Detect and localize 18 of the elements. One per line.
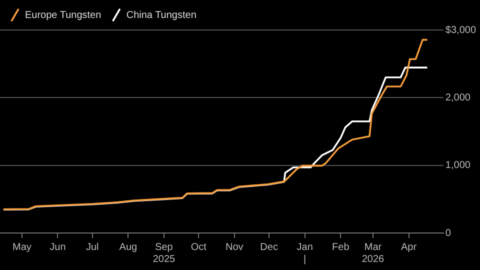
x-tick-label: Oct <box>190 242 207 253</box>
x-tick-label: Dec <box>260 242 278 253</box>
y-tick-label: 0 <box>445 228 452 239</box>
x-tick-label: Nov <box>226 242 244 253</box>
y-tick-label: 1,000 <box>445 160 471 172</box>
x-tick-label: Mar 2026 <box>362 242 385 265</box>
legend-label: Europe Tungsten <box>25 10 102 21</box>
x-tick-label: Apr <box>400 242 418 253</box>
x-tick-label: Jul <box>86 242 99 253</box>
y-tick-label: $3,000 <box>445 24 476 36</box>
x-tick-label: Sep 2025 <box>152 242 176 265</box>
y-tick-label: 2,000 <box>445 92 471 104</box>
x-tick-label: Jan | <box>296 242 313 265</box>
x-tick-label: May <box>12 242 32 253</box>
legend-label: China Tungsten <box>126 10 196 21</box>
x-tick-label: Jun <box>50 242 66 253</box>
x-tick-label: Aug <box>119 242 138 253</box>
x-tick-label: Feb <box>332 242 350 253</box>
